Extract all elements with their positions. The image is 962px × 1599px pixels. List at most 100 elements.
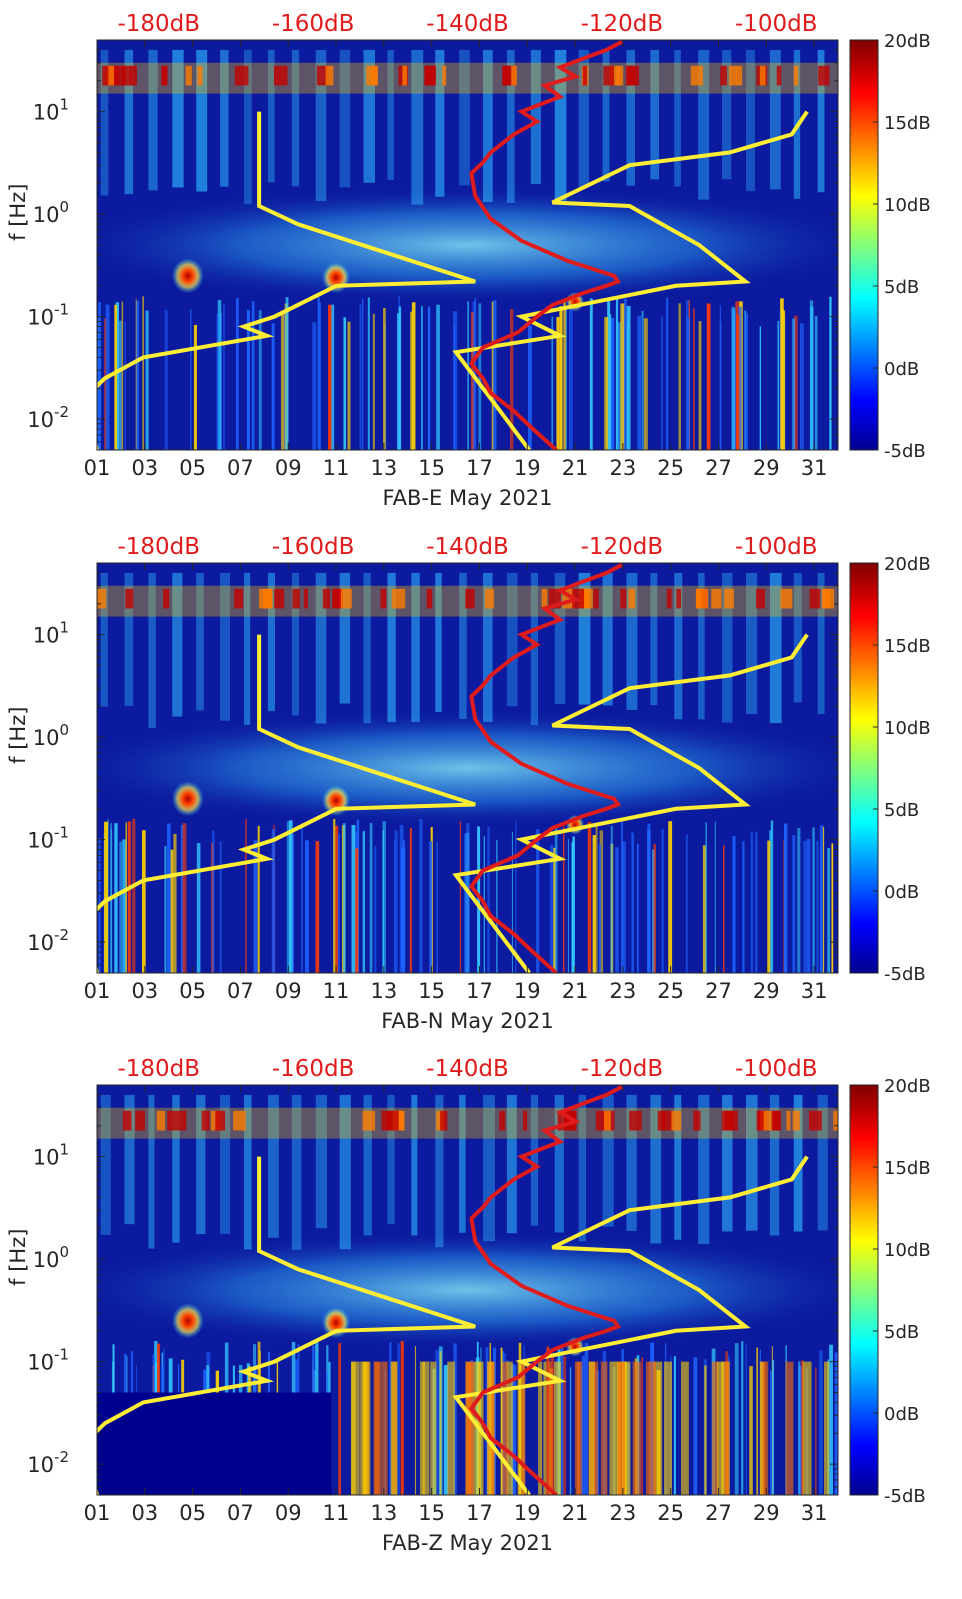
daily-column <box>315 1094 328 1229</box>
spectrogram-streak <box>245 819 247 973</box>
hf-hot-patch <box>557 1110 563 1131</box>
colorbar-label: 5dB <box>884 277 919 298</box>
daily-column <box>291 1094 302 1250</box>
spectrogram-streak <box>257 825 260 973</box>
daily-column <box>291 572 299 716</box>
spectrogram-streak <box>292 833 294 973</box>
panel-2: 01 03 05 07 09 11 13 15 17 19 21 23 25 27 29 31 10-2 10-1… <box>6 534 931 1033</box>
hf-hot-patch <box>121 65 132 86</box>
top-axis-label: -180dB <box>117 11 200 37</box>
spectrogram-streak <box>568 298 573 450</box>
spectrogram-streak <box>251 301 255 450</box>
hf-hot-patch <box>197 65 203 86</box>
x-tick-label: 03 <box>131 1501 158 1525</box>
spectrogram-streak <box>565 305 568 450</box>
spectrogram-streak <box>661 828 664 973</box>
daily-column <box>124 572 134 706</box>
model-curve-high <box>452 1155 809 1495</box>
hf-hot-patch <box>465 588 475 609</box>
spectrogram-streak <box>587 822 592 973</box>
spectrogram-streak <box>182 823 187 973</box>
microseism-band <box>97 1230 838 1350</box>
x-tick-label: 17 <box>466 979 493 1003</box>
spectrogram-streak <box>427 306 431 450</box>
spectrogram-streak <box>637 843 639 973</box>
hf-hot-patch <box>736 65 743 86</box>
spectrogram-streak <box>347 321 351 450</box>
x-tick-label: 15 <box>418 1501 445 1525</box>
spectrogram-streak <box>822 826 825 973</box>
x-tick-label: 15 <box>418 456 445 480</box>
hf-hot-patch <box>442 65 447 86</box>
spectrogram-streak <box>704 1365 707 1495</box>
top-axis-label: -160dB <box>272 11 355 37</box>
daily-column <box>267 572 275 712</box>
model-curve-low <box>97 634 476 973</box>
lf-noise-column <box>648 1361 656 1495</box>
hf-hot-patch <box>541 588 548 609</box>
hf-hot-patch <box>756 588 766 609</box>
spectrogram-streak <box>624 298 627 450</box>
daily-column <box>554 1094 564 1233</box>
hf-hot-patch <box>771 1110 782 1131</box>
lf-noise-column <box>664 1361 672 1495</box>
hf-hot-patch <box>759 65 766 86</box>
spectrogram-streak <box>589 298 593 450</box>
x-tick-label: 07 <box>227 979 254 1003</box>
hf-hot-patch <box>292 588 300 609</box>
spectrogram-streak <box>114 823 118 973</box>
x-tick-label: 11 <box>323 456 350 480</box>
spectrogram-streak <box>643 318 648 450</box>
lf-noise-column <box>517 1361 525 1495</box>
daily-column <box>220 49 229 187</box>
hf-hot-patch <box>720 65 728 86</box>
spectrogram-streak <box>397 1343 400 1495</box>
colorbar <box>849 39 879 451</box>
daily-column <box>817 572 825 715</box>
lf-noise-column <box>502 1361 508 1495</box>
y-tick-label: 101 <box>33 96 69 125</box>
colorbar-label: 20dB <box>884 31 931 52</box>
lf-noise-column <box>617 1361 625 1495</box>
spectrogram-streak <box>453 1343 457 1495</box>
spectrogram-streak <box>301 823 303 973</box>
spectrogram-streak <box>660 316 663 450</box>
top-axis-label: -120dB <box>581 11 664 37</box>
spectrogram-streak <box>678 303 681 450</box>
spectrogram-streak <box>374 846 377 973</box>
spectrogram-streak <box>777 320 780 450</box>
daily-column <box>387 49 394 180</box>
lf-noise-column <box>625 1361 631 1495</box>
daily-column <box>124 1094 135 1225</box>
spectrogram-streak <box>122 839 126 973</box>
spectrogram-streak <box>419 819 423 973</box>
lf-noise-column <box>419 1361 425 1495</box>
daily-column <box>387 1094 395 1225</box>
hf-hot-patch <box>823 588 831 609</box>
spectrogram-streak <box>132 818 136 973</box>
hf-hot-patch <box>695 588 709 609</box>
daily-column <box>602 1094 614 1227</box>
hf-hot-patch <box>339 588 352 609</box>
spectrogram-streak <box>216 313 219 450</box>
hf-hot-patch <box>616 65 624 86</box>
hf-hot-patch <box>316 65 329 86</box>
hf-hot-patch <box>582 65 588 86</box>
x-tick-label: 31 <box>801 979 828 1003</box>
hf-hot-patch <box>380 588 387 609</box>
x-tick-label: 07 <box>227 456 254 480</box>
hf-hot-patch <box>386 1110 399 1131</box>
colorbar-label: 20dB <box>884 554 931 575</box>
spectrogram-streak <box>398 306 402 450</box>
daily-column <box>793 1094 803 1232</box>
hf-hot-patch <box>808 1110 822 1131</box>
daily-column <box>674 1094 682 1240</box>
spectrogram-streak <box>759 326 762 450</box>
spectrogram-streak <box>812 827 815 973</box>
spectrogram-streak <box>258 310 262 450</box>
colorbar <box>849 562 879 974</box>
spectrogram-streak <box>734 1343 739 1495</box>
spectrogram-streak <box>436 842 438 973</box>
x-tick-label: 27 <box>705 1501 732 1525</box>
daily-column <box>100 1094 111 1235</box>
